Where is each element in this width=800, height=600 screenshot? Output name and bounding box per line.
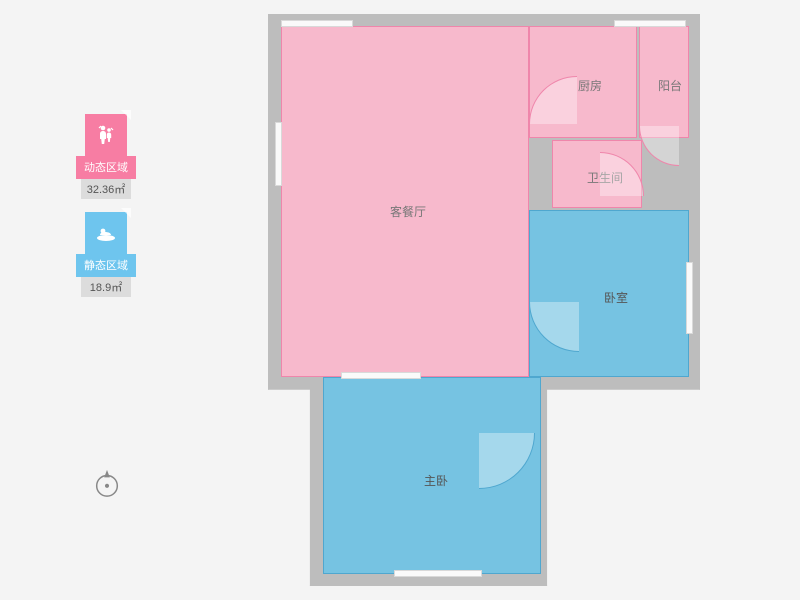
compass-icon [92, 468, 122, 498]
room-label: 厨房 [578, 77, 602, 94]
window-marker [281, 20, 353, 27]
rest-icon [85, 212, 127, 254]
legend-static: 静态区域 18.9㎡ [76, 212, 136, 297]
floor-plan: 客餐厅厨房阳台卫生间卧室主卧 [268, 14, 700, 586]
window-marker [275, 122, 282, 186]
people-icon [85, 114, 127, 156]
window-marker [394, 570, 482, 577]
window-marker [686, 262, 693, 334]
legend-dynamic-label: 动态区域 [76, 156, 136, 179]
room-bed2: 卧室 [529, 210, 689, 377]
room-balcony: 阳台 [639, 26, 689, 138]
legend-dynamic: 动态区域 32.36㎡ [76, 114, 136, 199]
window-marker [614, 20, 686, 27]
room-label: 客餐厅 [390, 203, 426, 220]
room-label: 卧室 [604, 289, 628, 306]
room-living: 客餐厅 [281, 26, 529, 377]
legend-static-value: 18.9㎡ [81, 277, 131, 297]
room-label: 阳台 [658, 77, 682, 94]
room-label: 主卧 [424, 472, 448, 489]
legend-dynamic-value: 32.36㎡ [81, 179, 131, 199]
window-marker [341, 372, 421, 379]
legend-static-label: 静态区域 [76, 254, 136, 277]
